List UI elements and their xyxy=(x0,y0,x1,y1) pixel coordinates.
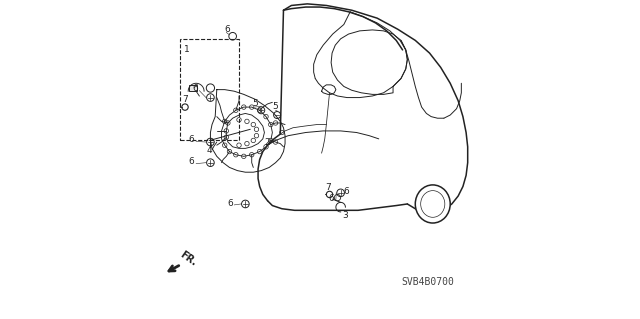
Text: 6: 6 xyxy=(192,84,198,93)
Text: 6: 6 xyxy=(328,194,334,203)
Text: 5: 5 xyxy=(273,102,278,111)
Ellipse shape xyxy=(415,185,450,223)
Bar xyxy=(180,39,239,140)
Text: 4: 4 xyxy=(207,146,212,155)
Text: 6: 6 xyxy=(189,135,195,144)
Ellipse shape xyxy=(420,191,445,217)
Text: 1: 1 xyxy=(184,45,190,54)
Bar xyxy=(189,85,197,91)
Text: 5: 5 xyxy=(252,99,258,108)
Text: FR.: FR. xyxy=(178,249,198,268)
Text: 7: 7 xyxy=(325,183,331,192)
Text: 6: 6 xyxy=(189,157,195,166)
Text: SVB4B0700: SVB4B0700 xyxy=(401,277,454,287)
Text: 3: 3 xyxy=(342,211,348,220)
Text: 6: 6 xyxy=(343,188,349,197)
Text: 6: 6 xyxy=(225,26,230,34)
Text: 6: 6 xyxy=(227,198,233,208)
Text: 2: 2 xyxy=(264,138,270,147)
Text: 7: 7 xyxy=(182,95,188,104)
